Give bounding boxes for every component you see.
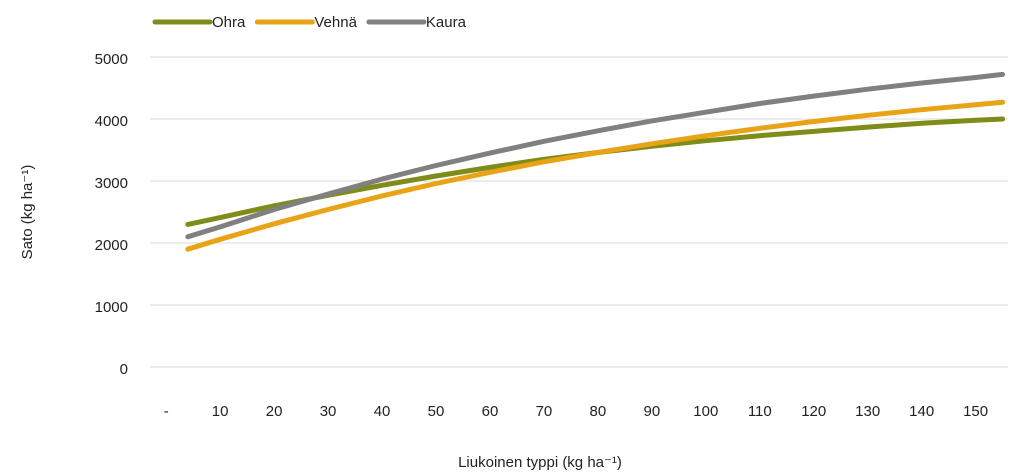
x-tick-label: 30 [320, 403, 337, 420]
legend-label: Vehnä [314, 14, 357, 31]
x-tick-label: 150 [963, 403, 988, 420]
x-tick-label: 50 [428, 403, 445, 420]
series-line [185, 99, 1006, 252]
legend-label: Kaura [426, 14, 467, 31]
x-tick-label: 110 [748, 403, 772, 420]
x-tick-label: 60 [482, 403, 499, 420]
x-tick-label: 20 [266, 403, 283, 420]
x-tick-label: 90 [644, 403, 661, 420]
x-tick-label: 100 [693, 403, 718, 420]
y-tick-label: 3000 [95, 175, 128, 192]
y-tick-label: 5000 [95, 51, 128, 68]
x-tick-label: 80 [590, 403, 607, 420]
x-tick-label: - [164, 403, 169, 420]
x-tick-label: 40 [374, 403, 391, 420]
x-tick-label: 70 [536, 403, 553, 420]
x-tick-label: 120 [801, 403, 826, 420]
x-tick-label: 10 [212, 403, 229, 420]
x-axis-label: Liukoinen typpi (kg ha⁻¹) [458, 454, 622, 471]
x-tick-label: 140 [909, 403, 934, 420]
y-tick-label: 0 [120, 361, 128, 378]
y-tick-label: 4000 [95, 113, 128, 130]
y-tick-label: 2000 [95, 237, 128, 254]
x-tick-label: 130 [855, 403, 880, 420]
series-line [185, 116, 1006, 227]
legend-label: Ohra [212, 14, 246, 31]
y-axis-label: Sato (kg ha⁻¹) [19, 165, 36, 260]
series-line [185, 71, 1006, 240]
y-tick-label: 1000 [95, 299, 128, 316]
